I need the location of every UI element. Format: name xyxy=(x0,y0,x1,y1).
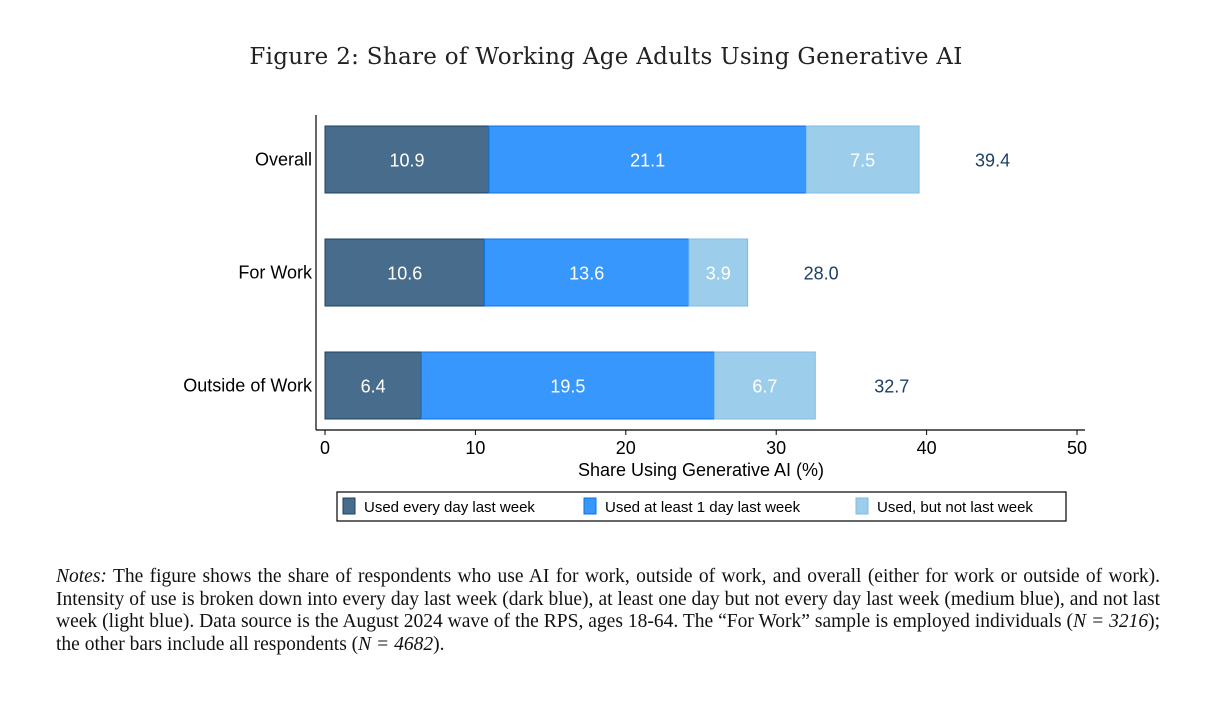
figure-notes: Notes: The figure shows the share of res… xyxy=(56,566,1160,656)
category-label: Outside of Work xyxy=(183,376,313,396)
bar-value-label: 10.9 xyxy=(389,151,424,171)
bar-value-label: 6.4 xyxy=(361,377,386,397)
bar-value-label: 7.5 xyxy=(850,151,875,171)
notes-n-all: N = 4682 xyxy=(358,633,434,655)
legend-swatch xyxy=(855,497,869,515)
legend-label: Used every day last week xyxy=(364,499,535,516)
category-label: For Work xyxy=(238,263,313,283)
legend-label: Used, but not last week xyxy=(877,499,1033,516)
bar-value-label: 3.9 xyxy=(706,264,731,284)
bar-value-label: 21.1 xyxy=(630,151,665,171)
bar-value-label: 6.7 xyxy=(752,377,777,397)
legend-label: Used at least 1 day last week xyxy=(605,499,801,516)
bar-segment xyxy=(324,125,490,194)
bar-segment xyxy=(324,238,485,307)
x-tick-label: 40 xyxy=(917,438,937,458)
bar-value-label: 10.6 xyxy=(387,264,422,284)
bar-segment xyxy=(488,125,807,194)
notes-text: ); the other bars include all respondent… xyxy=(56,611,1160,655)
x-tick-label: 30 xyxy=(766,438,786,458)
x-tick-label: 10 xyxy=(465,438,485,458)
bar-total-label: 28.0 xyxy=(804,264,839,284)
bar-segment xyxy=(324,351,422,420)
bar-segment xyxy=(688,238,749,307)
bar-total-label: 39.4 xyxy=(975,151,1010,171)
bar-value-label: 19.5 xyxy=(550,377,585,397)
stacked-bar-chart: 0 10 20 30 40 50 Share Using Generative AI (%)… xyxy=(183,115,1087,522)
bar-segment xyxy=(483,238,690,307)
notes-text: ). xyxy=(433,633,445,655)
notes-n-work: N = 3216 xyxy=(1073,611,1149,632)
category-label: Overall xyxy=(255,150,312,170)
figure-title: Figure 2: Share of Working Age Adults Us… xyxy=(249,44,963,70)
notes-text: The figure shows the share of respondent… xyxy=(56,566,1160,632)
x-tick-label: 0 xyxy=(320,438,330,458)
bar-segment xyxy=(805,125,920,194)
bar-segment xyxy=(714,351,816,420)
bar-total-label: 32.7 xyxy=(874,377,909,397)
x-tick-label: 50 xyxy=(1067,438,1087,458)
legend-box xyxy=(336,491,1067,522)
legend-swatch xyxy=(583,497,597,515)
bar-value-label: 13.6 xyxy=(569,264,604,284)
x-axis-title: Share Using Generative AI (%) xyxy=(578,460,824,480)
x-tick-label: 20 xyxy=(616,438,636,458)
legend-swatch xyxy=(342,497,356,515)
notes-label: Notes: xyxy=(56,566,107,587)
